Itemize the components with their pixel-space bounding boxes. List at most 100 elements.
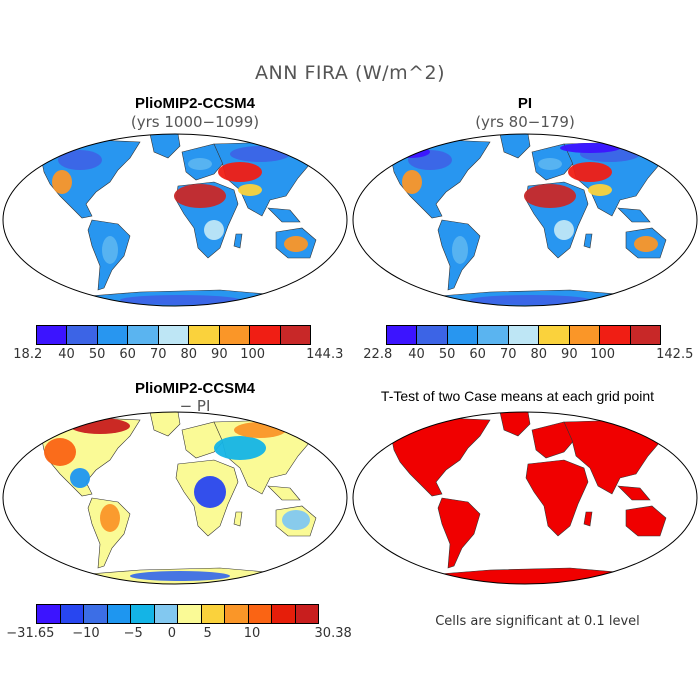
colorbar-swatch — [178, 605, 202, 623]
field-patch — [470, 295, 590, 305]
field-patch — [538, 158, 562, 170]
panel-subtitle-top-left: (yrs 1000−1099) — [130, 113, 260, 131]
field-patch — [568, 162, 612, 182]
colorbar-tick-label: 18.2 — [13, 347, 43, 362]
colorbar-swatch — [37, 605, 61, 623]
colorbar-tick-label: 60 — [469, 347, 486, 362]
colorbar-swatch — [447, 326, 479, 344]
landmass-australia — [625, 505, 667, 537]
panel-title-bottom-left: PlioMIP2-CCSM4 — [134, 380, 255, 397]
landmass-seAsia — [267, 485, 301, 501]
colorbar-swatch — [600, 326, 631, 344]
field-patch — [70, 468, 90, 488]
colorbar-top-right — [386, 325, 661, 345]
field-patch — [634, 236, 658, 252]
colorbar-tick-label: −10 — [72, 626, 100, 641]
colorbar-tick-label: 40 — [58, 347, 75, 362]
landmass-greenland — [149, 134, 181, 159]
field-patch — [218, 162, 262, 182]
landmass-africa — [525, 459, 589, 537]
colorbar-swatch — [539, 326, 570, 344]
field-patch — [234, 422, 286, 438]
colorbar-tick-label: 60 — [119, 347, 136, 362]
colorbar-tick-label: −31.65 — [6, 626, 55, 641]
field-patch — [284, 236, 308, 252]
colorbar-swatch — [201, 605, 225, 623]
colorbar-swatch — [84, 605, 108, 623]
field-patch — [44, 438, 76, 466]
colorbar-swatch — [508, 326, 540, 344]
field-patch — [52, 170, 72, 194]
landmass-madagascar — [583, 511, 593, 527]
colorbar-swatch — [158, 326, 190, 344]
colorbar-swatch — [189, 326, 220, 344]
panel-subtitle-bottom-left: − PI — [179, 397, 211, 415]
landmass-greenland — [499, 412, 531, 437]
colorbar-swatch — [387, 326, 418, 344]
colorbar-tick-label: 80 — [180, 347, 198, 362]
field-patch — [130, 571, 230, 581]
colorbar-swatch — [37, 326, 68, 344]
field-patch — [100, 504, 120, 532]
colorbar-labels-top-left: 18.2 40 50 60 70 80 90 100 144.3 — [13, 347, 343, 363]
figure-title: ANN FIRA (W/m^2) — [255, 62, 445, 84]
panel-title-bottom-right: T-Test of two Case means at each grid po… — [380, 388, 655, 404]
colorbar-swatch — [272, 605, 296, 623]
colorbar-swatch — [225, 605, 249, 623]
landmass-madagascar — [233, 511, 243, 527]
colorbar-tick-label: 50 — [88, 347, 106, 362]
colorbar-tick-label: 50 — [438, 347, 456, 362]
map-frame — [352, 411, 698, 585]
colorbar-swatch — [417, 326, 448, 344]
colorbar-swatch — [478, 326, 509, 344]
colorbar-swatch — [280, 326, 310, 344]
field-patch — [588, 184, 612, 196]
landmass-greenland — [149, 412, 181, 437]
colorbar-tick-label: 144.3 — [306, 347, 344, 362]
field-patch — [408, 150, 452, 170]
map-top-left — [2, 133, 348, 307]
field-patch — [402, 170, 422, 194]
colorbar-top-left — [36, 325, 311, 345]
panel-subtitle-top-right: (yrs 80−179) — [475, 113, 575, 131]
colorbar-tick-label: 90 — [561, 347, 578, 362]
colorbar-tick-label: 100 — [240, 347, 266, 362]
colorbar-swatch — [60, 605, 84, 623]
colorbar-swatch — [630, 326, 660, 344]
landmass-seAsia — [617, 207, 651, 223]
field-patch — [174, 184, 226, 208]
field-patch — [230, 146, 290, 162]
colorbar-tick-label: 70 — [149, 347, 167, 362]
field-patch — [238, 184, 262, 196]
colorbar-tick-label: 22.8 — [363, 347, 393, 362]
colorbar-tick-label: −5 — [123, 626, 143, 641]
colorbar-swatch — [128, 326, 159, 344]
map-frame — [352, 133, 698, 307]
field-patch — [214, 436, 266, 460]
field-patch — [204, 220, 224, 240]
landmass-madagascar — [583, 233, 593, 249]
colorbar-tick-label: 70 — [499, 347, 517, 362]
landmass-seAsia — [617, 485, 651, 501]
colorbar-tick-label: 40 — [408, 347, 425, 362]
colorbar-swatch — [107, 605, 131, 623]
colorbar-tick-label: 90 — [211, 347, 228, 362]
landmass-seAsia — [267, 207, 301, 223]
colorbar-swatch — [295, 605, 318, 623]
colorbar-bottom-left — [36, 604, 319, 624]
landmass-madagascar — [233, 233, 243, 249]
colorbar-swatch — [67, 326, 98, 344]
colorbar-tick-label: 100 — [590, 347, 616, 362]
field-patch — [282, 510, 310, 530]
landmass-greenland — [499, 134, 531, 159]
colorbar-swatch — [131, 605, 155, 623]
panel-title-top-right: PI — [517, 95, 533, 112]
significance-note: Cells are significant at 0.1 level — [435, 614, 640, 629]
colorbar-swatch — [248, 605, 272, 623]
field-patch — [58, 150, 102, 170]
field-patch — [188, 158, 212, 170]
field-patch — [194, 476, 226, 508]
colorbar-tick-label: 80 — [530, 347, 548, 362]
field-patch — [554, 220, 574, 240]
field-patch — [524, 184, 576, 208]
